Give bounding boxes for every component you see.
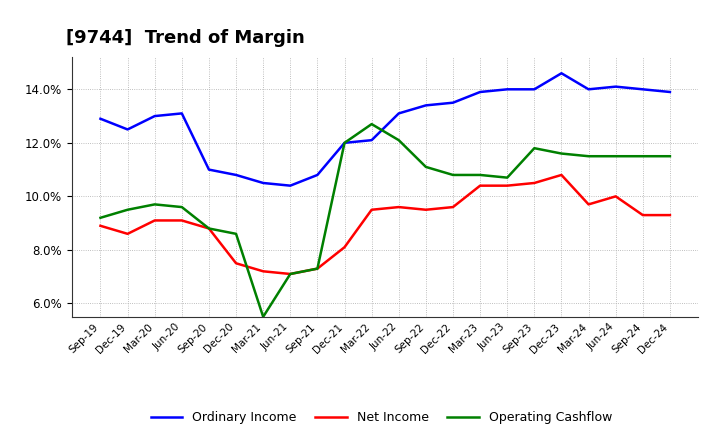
Net Income xyxy=(150,218,159,223)
Net Income xyxy=(232,260,240,266)
Net Income xyxy=(421,207,430,213)
Operating Cashflow xyxy=(395,138,403,143)
Operating Cashflow xyxy=(611,154,620,159)
Operating Cashflow xyxy=(150,202,159,207)
Operating Cashflow xyxy=(341,140,349,146)
Line: Operating Cashflow: Operating Cashflow xyxy=(101,124,670,317)
Legend: Ordinary Income, Net Income, Operating Cashflow: Ordinary Income, Net Income, Operating C… xyxy=(146,407,617,429)
Net Income xyxy=(530,180,539,186)
Operating Cashflow xyxy=(503,175,511,180)
Line: Ordinary Income: Ordinary Income xyxy=(101,73,670,186)
Ordinary Income xyxy=(421,103,430,108)
Ordinary Income xyxy=(286,183,294,188)
Text: [9744]  Trend of Margin: [9744] Trend of Margin xyxy=(66,29,305,48)
Operating Cashflow xyxy=(557,151,566,156)
Ordinary Income xyxy=(584,87,593,92)
Operating Cashflow xyxy=(530,146,539,151)
Net Income xyxy=(259,269,268,274)
Line: Net Income: Net Income xyxy=(101,175,670,274)
Ordinary Income xyxy=(449,100,457,105)
Net Income xyxy=(584,202,593,207)
Ordinary Income xyxy=(341,140,349,146)
Operating Cashflow xyxy=(449,172,457,178)
Net Income xyxy=(557,172,566,178)
Operating Cashflow xyxy=(421,164,430,169)
Net Income xyxy=(503,183,511,188)
Ordinary Income xyxy=(313,172,322,178)
Operating Cashflow xyxy=(204,226,213,231)
Ordinary Income xyxy=(476,89,485,95)
Operating Cashflow xyxy=(232,231,240,236)
Net Income xyxy=(639,213,647,218)
Ordinary Income xyxy=(611,84,620,89)
Net Income xyxy=(611,194,620,199)
Ordinary Income xyxy=(665,89,674,95)
Net Income xyxy=(123,231,132,236)
Ordinary Income xyxy=(639,87,647,92)
Ordinary Income xyxy=(178,111,186,116)
Operating Cashflow xyxy=(665,154,674,159)
Ordinary Income xyxy=(557,70,566,76)
Net Income xyxy=(286,271,294,277)
Net Income xyxy=(178,218,186,223)
Ordinary Income xyxy=(96,116,105,121)
Operating Cashflow xyxy=(259,314,268,319)
Operating Cashflow xyxy=(96,215,105,220)
Ordinary Income xyxy=(204,167,213,172)
Ordinary Income xyxy=(395,111,403,116)
Operating Cashflow xyxy=(639,154,647,159)
Operating Cashflow xyxy=(584,154,593,159)
Operating Cashflow xyxy=(313,266,322,271)
Net Income xyxy=(313,266,322,271)
Ordinary Income xyxy=(367,138,376,143)
Ordinary Income xyxy=(123,127,132,132)
Net Income xyxy=(665,213,674,218)
Net Income xyxy=(96,223,105,228)
Net Income xyxy=(476,183,485,188)
Net Income xyxy=(204,226,213,231)
Ordinary Income xyxy=(530,87,539,92)
Ordinary Income xyxy=(232,172,240,178)
Ordinary Income xyxy=(259,180,268,186)
Operating Cashflow xyxy=(367,121,376,127)
Net Income xyxy=(367,207,376,213)
Operating Cashflow xyxy=(123,207,132,213)
Net Income xyxy=(341,245,349,250)
Operating Cashflow xyxy=(178,205,186,210)
Ordinary Income xyxy=(503,87,511,92)
Net Income xyxy=(395,205,403,210)
Operating Cashflow xyxy=(476,172,485,178)
Operating Cashflow xyxy=(286,271,294,277)
Ordinary Income xyxy=(150,114,159,119)
Net Income xyxy=(449,205,457,210)
